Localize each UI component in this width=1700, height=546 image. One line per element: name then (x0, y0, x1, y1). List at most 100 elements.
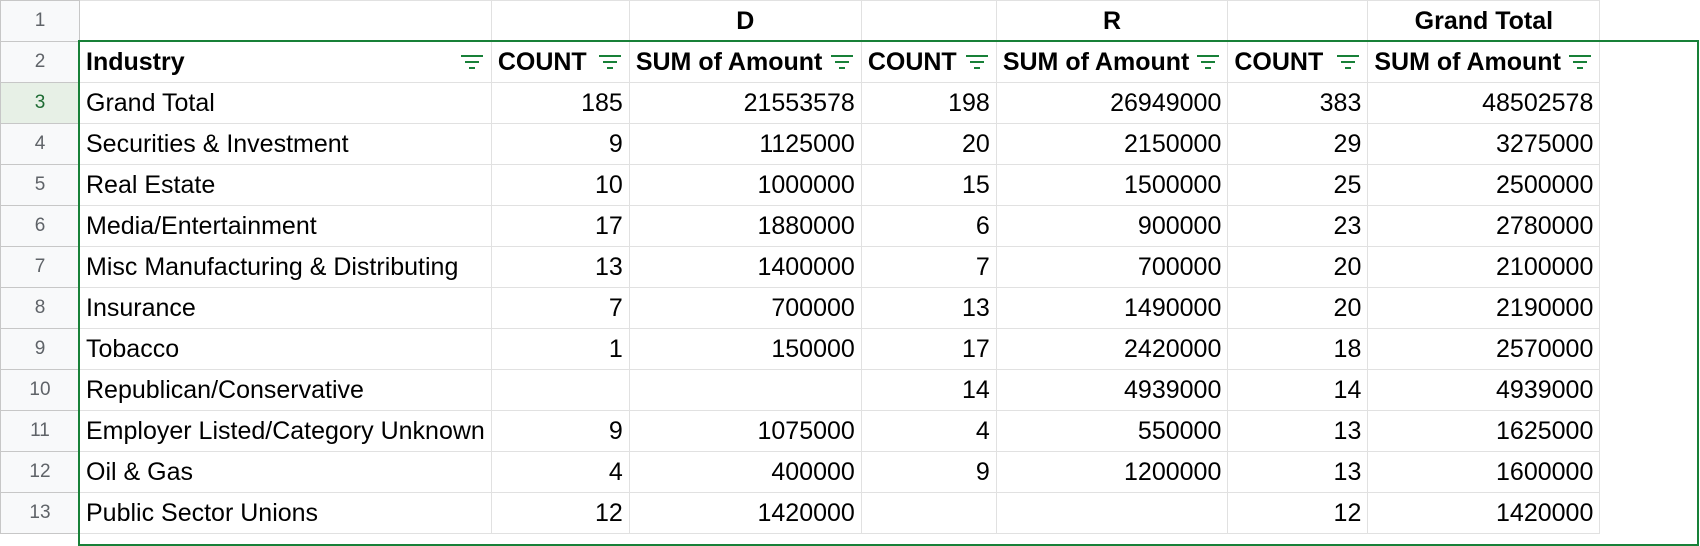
cell-total-count[interactable]: 18 (1227, 328, 1369, 370)
cell-total-sum[interactable]: 2500000 (1367, 164, 1601, 206)
row-header[interactable]: 2 (0, 41, 80, 83)
cell-total-sum[interactable]: 1420000 (1367, 492, 1601, 534)
cell-industry[interactable]: Media/Entertainment (79, 205, 492, 247)
cell-d-sum[interactable]: 700000 (628, 287, 862, 329)
column-header-d-sum[interactable]: SUM of Amount (628, 41, 862, 83)
cell-d-count[interactable] (490, 369, 630, 411)
cell-industry[interactable]: Real Estate (79, 164, 492, 206)
cell-total-count[interactable]: 13 (1227, 451, 1369, 493)
cell-total-sum[interactable]: 2780000 (1367, 205, 1601, 247)
cell-d-count[interactable]: 4 (490, 451, 630, 493)
filter-icon[interactable] (1197, 55, 1220, 71)
cell-d-sum[interactable]: 21553578 (628, 82, 862, 124)
cell-industry[interactable]: Oil & Gas (79, 451, 492, 493)
row-header[interactable]: 7 (0, 246, 80, 288)
column-header-d-count[interactable]: COUNT (490, 41, 630, 83)
cell-industry[interactable]: Insurance (79, 287, 492, 329)
group-header-grand-total[interactable]: Grand Total (1367, 0, 1601, 42)
cell-industry[interactable]: Grand Total (79, 82, 492, 124)
cell-r-count[interactable]: 15 (860, 164, 997, 206)
cell-d-count[interactable]: 9 (490, 410, 630, 452)
cell-industry[interactable]: Employer Listed/Category Unknown (79, 410, 492, 452)
cell-d-sum[interactable]: 1880000 (628, 205, 862, 247)
row-header[interactable]: 5 (0, 164, 80, 206)
cell-total-sum[interactable]: 1600000 (1367, 451, 1601, 493)
cell-industry[interactable]: Misc Manufacturing & Distributing (79, 246, 492, 288)
group-header-d[interactable]: D (628, 0, 862, 42)
cell-industry[interactable]: Public Sector Unions (79, 492, 492, 534)
cell-r-sum[interactable]: 1490000 (995, 287, 1229, 329)
cell-r-count[interactable]: 4 (860, 410, 997, 452)
cell-total-sum[interactable]: 2190000 (1367, 287, 1601, 329)
cell-r-count[interactable]: 9 (860, 451, 997, 493)
cell-d-sum[interactable]: 1075000 (628, 410, 862, 452)
column-header-industry[interactable]: Industry (79, 41, 492, 83)
cell-r-count[interactable]: 13 (860, 287, 997, 329)
cell-r-sum[interactable]: 1200000 (995, 451, 1229, 493)
cell-r-sum[interactable]: 26949000 (995, 82, 1229, 124)
row-header[interactable]: 10 (0, 369, 80, 411)
row-header[interactable]: 6 (0, 205, 80, 247)
row-header[interactable]: 1 (0, 0, 80, 42)
cell-total-sum[interactable]: 3275000 (1367, 123, 1601, 165)
cell-r-sum[interactable]: 700000 (995, 246, 1229, 288)
group-header-r[interactable]: R (995, 0, 1229, 42)
filter-icon[interactable] (1337, 55, 1360, 71)
cell-total-sum[interactable]: 48502578 (1367, 82, 1601, 124)
cell-total-count[interactable]: 14 (1227, 369, 1369, 411)
cell-d-sum[interactable]: 1000000 (628, 164, 862, 206)
cell-d-count[interactable]: 13 (490, 246, 630, 288)
cell-total-count[interactable]: 20 (1227, 287, 1369, 329)
row-header[interactable]: 8 (0, 287, 80, 329)
cell-d-sum[interactable] (628, 369, 862, 411)
cell-total-count[interactable]: 25 (1227, 164, 1369, 206)
filter-icon[interactable] (460, 55, 483, 71)
cell-d-sum[interactable]: 1420000 (628, 492, 862, 534)
cell-d-count[interactable]: 10 (490, 164, 630, 206)
cell-total-count[interactable]: 12 (1227, 492, 1369, 534)
cell-d-count[interactable]: 17 (490, 205, 630, 247)
cell-r-count[interactable]: 7 (860, 246, 997, 288)
cell-d-sum[interactable]: 1125000 (628, 123, 862, 165)
cell-d-count[interactable]: 9 (490, 123, 630, 165)
cell-industry[interactable]: Tobacco (79, 328, 492, 370)
filter-icon[interactable] (1569, 55, 1592, 71)
cell-d-sum[interactable]: 400000 (628, 451, 862, 493)
column-header-total-sum[interactable]: SUM of Amount (1367, 41, 1601, 83)
cell-r-sum[interactable]: 900000 (995, 205, 1229, 247)
row-header[interactable]: 3 (0, 82, 80, 124)
cell-r-sum[interactable]: 550000 (995, 410, 1229, 452)
cell-r-count[interactable]: 20 (860, 123, 997, 165)
cell-d-count[interactable]: 1 (490, 328, 630, 370)
cell-r-count[interactable]: 17 (860, 328, 997, 370)
cell[interactable] (860, 0, 997, 42)
cell-total-count[interactable]: 13 (1227, 410, 1369, 452)
cell-industry[interactable]: Republican/Conservative (79, 369, 492, 411)
cell-r-count[interactable]: 6 (860, 205, 997, 247)
cell-total-sum[interactable]: 4939000 (1367, 369, 1601, 411)
cell-total-count[interactable]: 29 (1227, 123, 1369, 165)
filter-icon[interactable] (598, 55, 621, 71)
filter-icon[interactable] (965, 55, 988, 71)
cell-r-count[interactable]: 14 (860, 369, 997, 411)
cell-r-sum[interactable]: 2420000 (995, 328, 1229, 370)
column-header-r-sum[interactable]: SUM of Amount (995, 41, 1229, 83)
cell-r-sum[interactable] (995, 492, 1229, 534)
cell-d-sum[interactable]: 1400000 (628, 246, 862, 288)
cell-d-count[interactable]: 12 (490, 492, 630, 534)
cell-r-sum[interactable]: 2150000 (995, 123, 1229, 165)
row-header[interactable]: 13 (0, 492, 80, 534)
cell[interactable] (1227, 0, 1369, 42)
cell-total-count[interactable]: 383 (1227, 82, 1369, 124)
cell[interactable] (490, 0, 630, 42)
row-header[interactable]: 4 (0, 123, 80, 165)
column-header-total-count[interactable]: COUNT (1227, 41, 1369, 83)
cell-d-count[interactable]: 7 (490, 287, 630, 329)
filter-icon[interactable] (830, 55, 853, 71)
cell-total-count[interactable]: 20 (1227, 246, 1369, 288)
column-header-r-count[interactable]: COUNT (860, 41, 997, 83)
cell-total-sum[interactable]: 2570000 (1367, 328, 1601, 370)
cell[interactable] (79, 0, 492, 42)
cell-total-sum[interactable]: 2100000 (1367, 246, 1601, 288)
cell-d-count[interactable]: 185 (490, 82, 630, 124)
